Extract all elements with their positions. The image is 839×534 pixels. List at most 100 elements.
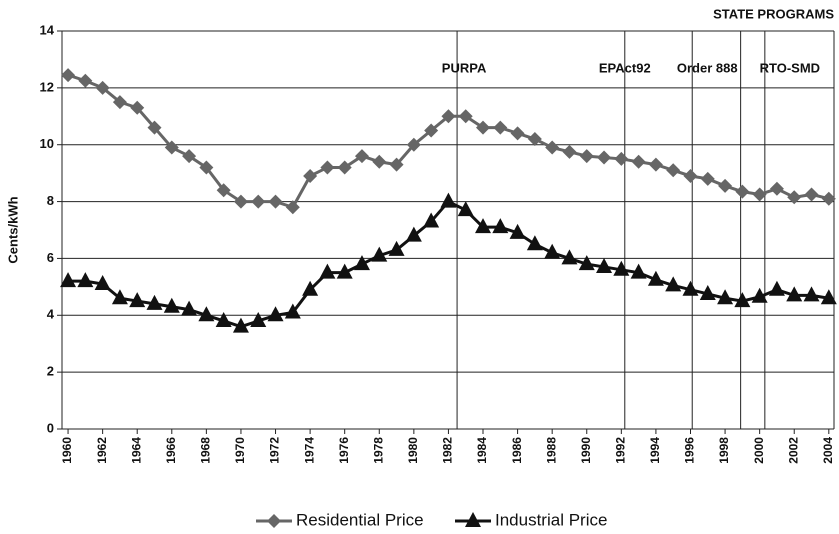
- x-tick-label: 2002: [786, 437, 800, 464]
- data-point: [630, 263, 647, 279]
- x-tick-label: 1990: [579, 437, 593, 464]
- data-point: [509, 223, 526, 239]
- legend-label: Residential Price: [296, 510, 424, 529]
- data-point: [631, 154, 646, 169]
- x-tick-label: 1986: [510, 437, 524, 464]
- series-line: [67, 73, 830, 210]
- event-label: RTO-SMD: [760, 60, 820, 75]
- data-point: [61, 68, 76, 83]
- data-point: [441, 109, 456, 124]
- data-point: [130, 100, 145, 115]
- x-tick-label: 1988: [544, 437, 558, 464]
- x-tick-label: 1966: [164, 437, 178, 464]
- data-point: [614, 151, 629, 166]
- data-point: [768, 280, 785, 296]
- data-point: [198, 306, 215, 322]
- data-point: [578, 255, 595, 271]
- x-tick-label: 1962: [95, 437, 109, 464]
- header-label: STATE PROGRAMS: [713, 6, 834, 21]
- data-point: [111, 289, 128, 305]
- data-point: [458, 109, 473, 124]
- data-point: [476, 120, 491, 135]
- data-point: [337, 160, 352, 175]
- legend-marker: [465, 512, 481, 527]
- x-tick-label: 1978: [371, 437, 385, 464]
- data-point: [182, 149, 197, 164]
- x-tick-label: 1968: [199, 437, 213, 464]
- x-tick-label: 2000: [752, 437, 766, 464]
- data-point: [699, 284, 716, 300]
- y-tick-label: 2: [47, 364, 54, 379]
- data-point: [804, 187, 819, 202]
- x-tick-label: 1994: [648, 437, 662, 464]
- data-point: [424, 123, 439, 138]
- x-tick-label: 1972: [268, 437, 282, 464]
- data-point: [146, 294, 163, 310]
- x-tick-label: 1996: [683, 437, 697, 464]
- event-label: PURPA: [442, 60, 487, 75]
- data-point: [164, 140, 179, 155]
- data-point: [77, 272, 94, 288]
- y-tick-label: 12: [40, 79, 54, 94]
- data-point: [319, 263, 336, 279]
- data-point: [95, 80, 110, 95]
- x-tick-label: 1970: [233, 437, 247, 464]
- data-point: [526, 235, 543, 251]
- data-point: [233, 194, 248, 209]
- data-point: [423, 212, 440, 228]
- data-point: [112, 95, 127, 110]
- legend-marker: [267, 514, 281, 528]
- data-point: [821, 191, 836, 206]
- x-tick-label: 1982: [441, 437, 455, 464]
- data-point: [372, 154, 387, 169]
- data-point: [353, 255, 370, 271]
- data-point: [389, 157, 404, 172]
- data-point: [320, 160, 335, 175]
- data-point: [457, 201, 474, 217]
- data-point: [545, 140, 560, 155]
- data-point: [579, 149, 594, 164]
- data-point: [405, 226, 422, 242]
- data-point: [700, 171, 715, 186]
- data-point: [163, 297, 180, 313]
- y-tick-label: 0: [47, 420, 54, 435]
- data-point: [734, 292, 751, 308]
- x-tick-label: 1980: [406, 437, 420, 464]
- data-point: [129, 292, 146, 308]
- data-point: [440, 192, 457, 208]
- data-point: [544, 243, 561, 259]
- data-point: [215, 311, 232, 327]
- data-point: [267, 306, 284, 322]
- y-tick-label: 14: [40, 22, 55, 37]
- y-axis-label: Cents/kWh: [5, 196, 20, 263]
- data-point: [303, 168, 318, 183]
- data-point: [613, 260, 630, 276]
- data-point: [786, 286, 803, 302]
- x-tick-label: 1964: [129, 437, 143, 464]
- data-point: [371, 246, 388, 262]
- data-point: [302, 280, 319, 296]
- data-point: [285, 200, 300, 215]
- data-point: [820, 289, 837, 305]
- y-tick-label: 6: [47, 250, 54, 265]
- data-point: [147, 120, 162, 135]
- data-point: [388, 240, 405, 256]
- data-point: [683, 168, 698, 183]
- data-point: [181, 300, 198, 316]
- data-point: [250, 311, 267, 327]
- data-point: [268, 194, 283, 209]
- data-point: [562, 144, 577, 159]
- x-tick-label: 1998: [717, 437, 731, 464]
- y-tick-label: 8: [47, 193, 54, 208]
- data-point: [718, 178, 733, 193]
- series-line: [68, 199, 830, 329]
- data-point: [751, 287, 768, 303]
- data-point: [510, 126, 525, 141]
- data-point: [251, 194, 266, 209]
- data-point: [78, 73, 93, 88]
- data-point: [803, 286, 820, 302]
- data-point: [232, 317, 249, 333]
- event-label: EPAct92: [599, 60, 651, 75]
- data-point: [596, 257, 613, 273]
- data-point: [284, 303, 301, 319]
